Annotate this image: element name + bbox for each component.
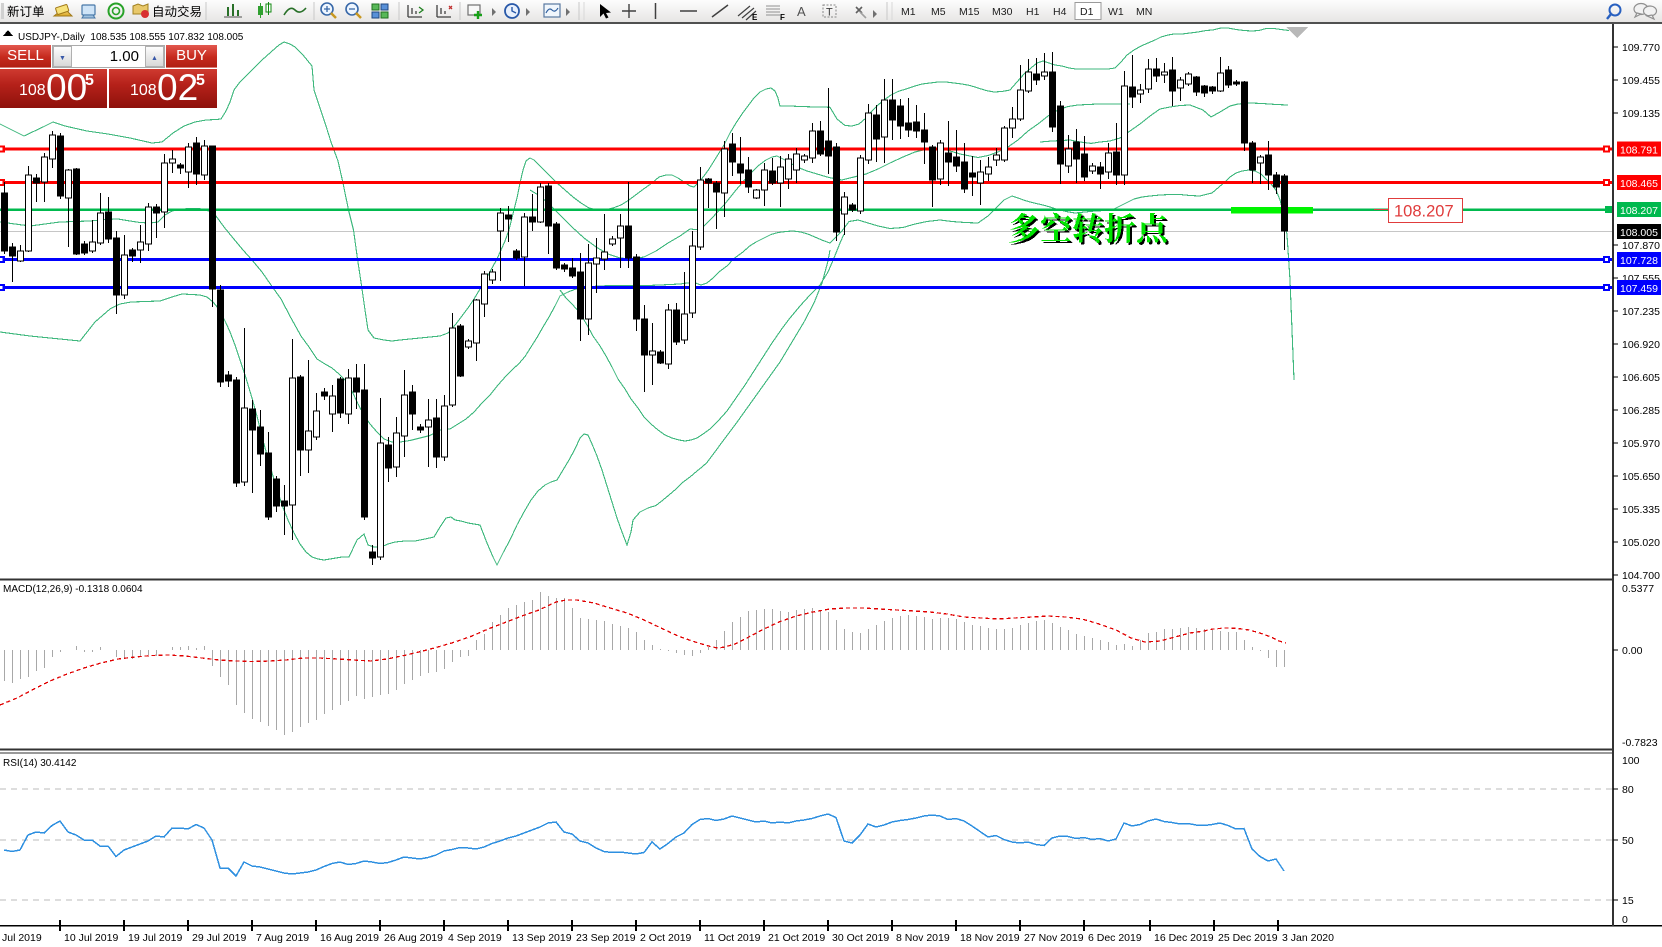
svg-text:30 Oct 2019: 30 Oct 2019 bbox=[832, 932, 889, 944]
svg-text:109.770: 109.770 bbox=[1622, 42, 1660, 54]
svg-text:10 Jul 2019: 10 Jul 2019 bbox=[64, 932, 118, 944]
svg-text:11 Oct 2019: 11 Oct 2019 bbox=[704, 932, 761, 944]
svg-text:M15: M15 bbox=[959, 6, 980, 18]
svg-text:104.700: 104.700 bbox=[1622, 570, 1660, 582]
svg-text:50: 50 bbox=[1622, 835, 1634, 847]
svg-text:105.335: 105.335 bbox=[1622, 504, 1660, 516]
svg-text:0.00: 0.00 bbox=[1622, 645, 1643, 657]
svg-text:-0.7823: -0.7823 bbox=[1622, 737, 1658, 749]
svg-text:M1: M1 bbox=[901, 6, 916, 18]
svg-text:27 Nov 2019: 27 Nov 2019 bbox=[1024, 932, 1084, 944]
svg-text:7 Aug 2019: 7 Aug 2019 bbox=[256, 932, 309, 944]
svg-text:W1: W1 bbox=[1108, 6, 1124, 18]
svg-text:F: F bbox=[780, 13, 785, 22]
svg-text:25 Dec 2019: 25 Dec 2019 bbox=[1218, 932, 1278, 944]
svg-text:108.207: 108.207 bbox=[1620, 205, 1658, 217]
svg-text:100: 100 bbox=[1622, 755, 1640, 767]
svg-text:3 Jan 2020: 3 Jan 2020 bbox=[1282, 932, 1334, 944]
svg-text:105.650: 105.650 bbox=[1622, 471, 1660, 483]
svg-text:0: 0 bbox=[1622, 914, 1628, 926]
svg-text:16 Dec 2019: 16 Dec 2019 bbox=[1154, 932, 1214, 944]
svg-text:A: A bbox=[797, 4, 806, 19]
svg-text:T: T bbox=[826, 7, 833, 19]
svg-text:E: E bbox=[752, 13, 758, 22]
svg-text:106.285: 106.285 bbox=[1622, 405, 1660, 417]
svg-text:2 Oct 2019: 2 Oct 2019 bbox=[640, 932, 692, 944]
svg-text:18 Nov 2019: 18 Nov 2019 bbox=[960, 932, 1020, 944]
svg-text:MN: MN bbox=[1136, 6, 1152, 18]
svg-text:Jul 2019: Jul 2019 bbox=[2, 932, 42, 944]
svg-text:107.459: 107.459 bbox=[1620, 283, 1658, 295]
svg-text:109.135: 109.135 bbox=[1622, 108, 1660, 120]
svg-text:108.207: 108.207 bbox=[1394, 203, 1454, 221]
svg-text:15: 15 bbox=[1622, 895, 1634, 907]
svg-text:0.5377: 0.5377 bbox=[1622, 583, 1654, 595]
svg-text:105.970: 105.970 bbox=[1622, 438, 1660, 450]
svg-text:19 Jul 2019: 19 Jul 2019 bbox=[128, 932, 182, 944]
svg-text:H1: H1 bbox=[1026, 6, 1040, 18]
svg-text:108.465: 108.465 bbox=[1620, 178, 1658, 190]
svg-text:D1: D1 bbox=[1080, 6, 1094, 18]
svg-text:26 Aug 2019: 26 Aug 2019 bbox=[384, 932, 443, 944]
svg-text:4 Sep 2019: 4 Sep 2019 bbox=[448, 932, 502, 944]
svg-text:M30: M30 bbox=[992, 6, 1013, 18]
svg-text:RSI(14) 30.4142: RSI(14) 30.4142 bbox=[3, 758, 77, 769]
svg-text:6 Dec 2019: 6 Dec 2019 bbox=[1088, 932, 1142, 944]
svg-text:107.235: 107.235 bbox=[1622, 306, 1660, 318]
svg-text:8 Nov 2019: 8 Nov 2019 bbox=[896, 932, 950, 944]
svg-text:M5: M5 bbox=[931, 6, 946, 18]
svg-text:29 Jul 2019: 29 Jul 2019 bbox=[192, 932, 246, 944]
svg-text:109.455: 109.455 bbox=[1622, 75, 1660, 87]
svg-text:MACD(12,26,9) -0.1318 0.0604: MACD(12,26,9) -0.1318 0.0604 bbox=[3, 584, 143, 595]
svg-text:21 Oct 2019: 21 Oct 2019 bbox=[768, 932, 825, 944]
svg-text:108.791: 108.791 bbox=[1620, 145, 1658, 157]
svg-text:H4: H4 bbox=[1053, 6, 1067, 18]
svg-text:16 Aug 2019: 16 Aug 2019 bbox=[320, 932, 379, 944]
svg-text:107.870: 107.870 bbox=[1622, 240, 1660, 252]
svg-text:80: 80 bbox=[1622, 784, 1634, 796]
svg-text:107.728: 107.728 bbox=[1620, 255, 1658, 267]
svg-text:23 Sep 2019: 23 Sep 2019 bbox=[576, 932, 636, 944]
svg-text:106.920: 106.920 bbox=[1622, 339, 1660, 351]
svg-text:108.005: 108.005 bbox=[1620, 227, 1658, 239]
svg-text:106.605: 106.605 bbox=[1622, 372, 1660, 384]
svg-text:USDJPY-,Daily 108.535 108.555: USDJPY-,Daily 108.535 108.555 107.832 10… bbox=[18, 32, 244, 43]
svg-text:13 Sep 2019: 13 Sep 2019 bbox=[512, 932, 572, 944]
svg-text:105.020: 105.020 bbox=[1622, 537, 1660, 549]
